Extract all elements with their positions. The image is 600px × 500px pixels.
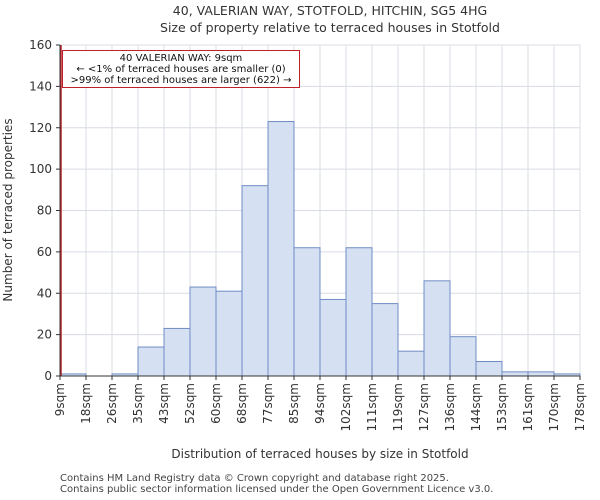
x-tick-label: 68sqm (235, 383, 249, 424)
annotation-box: 40 VALERIAN WAY: 9sqm ← <1% of terraced … (62, 50, 300, 88)
annotation-line-2: ← <1% of terraced houses are smaller (0) (76, 64, 286, 75)
y-tick-label: 20 (37, 328, 52, 342)
bar (371, 303, 399, 377)
bar (293, 247, 321, 377)
bar (475, 361, 503, 377)
chart-title: 40, VALERIAN WAY, STOTFOLD, HITCHIN, SG5… (173, 3, 487, 18)
y-tick-label: 140 (29, 79, 52, 93)
chart-subtitle: Size of property relative to terraced ho… (160, 20, 500, 35)
x-tick-label: 43sqm (157, 383, 171, 424)
x-tick-label: 119sqm (391, 383, 405, 431)
footer-line-2: Contains public sector information licen… (60, 484, 494, 495)
x-tick-label: 85sqm (287, 383, 301, 424)
y-tick-label: 160 (29, 38, 52, 52)
bar (163, 327, 191, 377)
y-tick-label: 100 (29, 162, 52, 176)
x-tick-labels: 9sqm 18sqm 26sqm 35sqm 43sqm 52sqm 60sqm 68sqm 7… (53, 383, 587, 431)
annotation-line-1: 40 VALERIAN WAY: 9sqm (119, 53, 243, 64)
x-tick-label: 144sqm (469, 383, 483, 431)
y-tick-label: 60 (37, 245, 52, 259)
bar (501, 371, 529, 377)
bar (137, 346, 165, 377)
x-tick-label: 52sqm (183, 383, 197, 424)
x-tick-label: 170sqm (547, 383, 561, 431)
footer-line-1: Contains HM Land Registry data © Crown c… (60, 473, 449, 484)
y-axis-title: Number of terraced properties (1, 118, 15, 301)
bar (449, 336, 477, 377)
y-tick-label: 0 (44, 369, 52, 383)
y-tick-label: 120 (29, 121, 52, 135)
bar (241, 185, 269, 377)
x-tick-label: 60sqm (209, 383, 223, 424)
x-tick-label: 26sqm (105, 383, 119, 424)
y-tick-labels: 0 20 40 60 80 100 120 140 160 (29, 38, 52, 383)
bar (527, 371, 555, 377)
x-tick-label: 136sqm (443, 383, 457, 431)
bar (319, 298, 347, 377)
annotation-line-3: >99% of terraced houses are larger (622)… (70, 75, 292, 86)
x-tick-label: 127sqm (417, 383, 431, 431)
x-tick-label: 178sqm (573, 383, 587, 431)
bar (189, 286, 217, 377)
x-axis-title: Distribution of terraced houses by size … (171, 447, 468, 461)
bar (423, 280, 451, 377)
x-tick-label: 161sqm (521, 383, 535, 431)
x-tick-label: 18sqm (79, 383, 93, 424)
x-tick-label: 35sqm (131, 383, 145, 424)
x-tick-label: 111sqm (365, 383, 379, 431)
x-tick-label: 9sqm (53, 383, 67, 416)
x-tick-label: 77sqm (261, 383, 275, 424)
bar (397, 350, 425, 377)
x-tick-label: 94sqm (313, 383, 327, 424)
bar (215, 290, 243, 377)
bars (59, 121, 581, 377)
axes (56, 44, 581, 380)
y-tick-label: 80 (37, 204, 52, 218)
bar (267, 121, 295, 377)
bar (345, 247, 373, 377)
x-tick-label: 102sqm (339, 383, 353, 431)
y-tick-label: 40 (37, 286, 52, 300)
x-tick-label: 153sqm (495, 383, 509, 431)
